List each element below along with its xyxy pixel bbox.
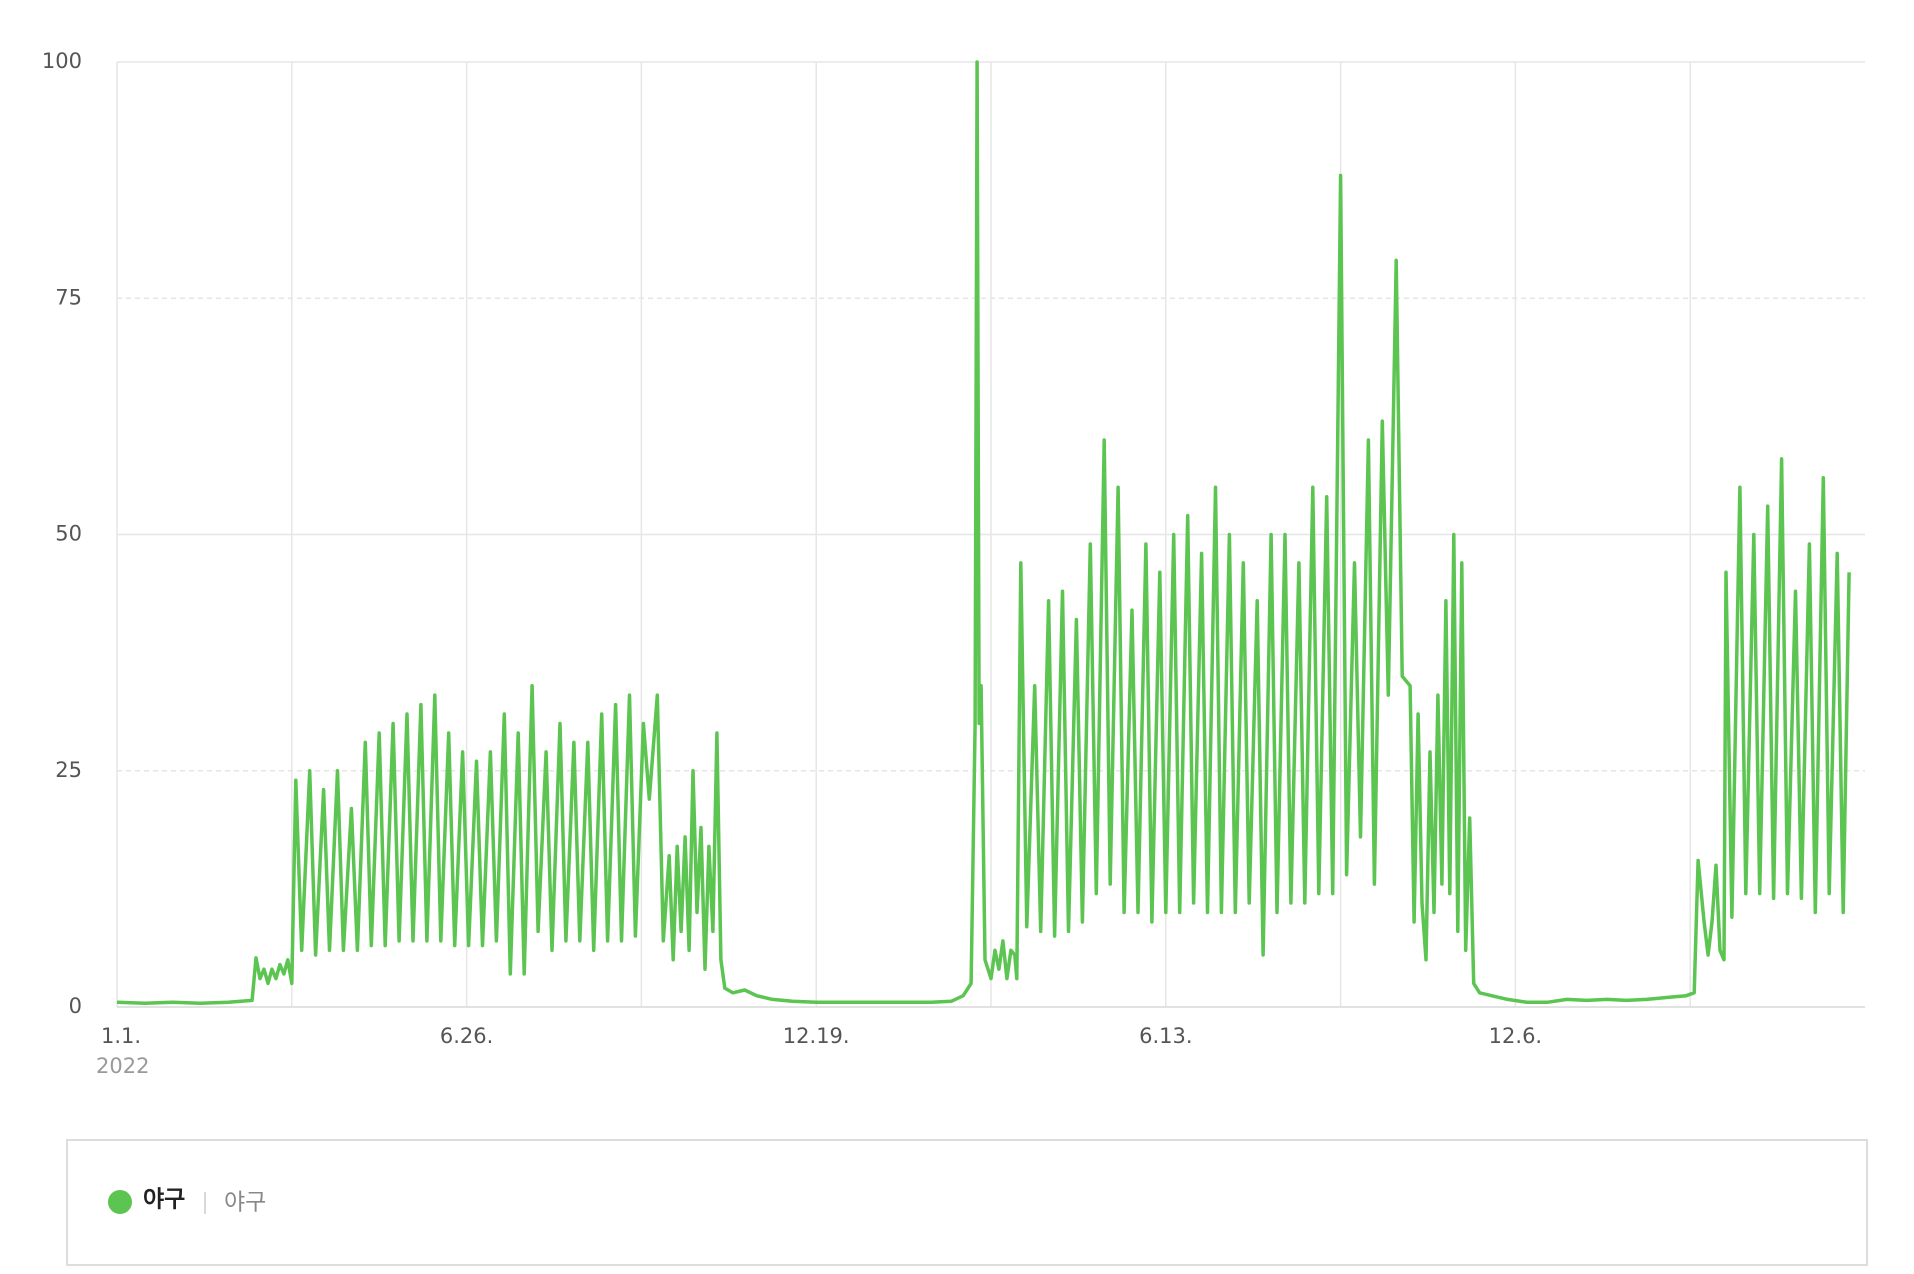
y-tick-label: 75 xyxy=(55,285,82,309)
x-tick-label: 6.13. xyxy=(1139,1024,1192,1048)
y-tick-label: 25 xyxy=(55,758,82,782)
x-tick-label: 1.1. xyxy=(101,1024,141,1048)
series-line xyxy=(116,60,1851,1005)
legend-box xyxy=(66,1139,1868,1266)
x-tick-label: 12.19. xyxy=(783,1024,850,1048)
legend-keyword: 야구 xyxy=(224,1190,266,1216)
x-tick-label: 6.26. xyxy=(440,1024,493,1048)
x-tick-label: 12.6. xyxy=(1489,1024,1542,1048)
y-tick-label: 50 xyxy=(55,522,82,546)
legend-label: 야구 xyxy=(143,1187,185,1213)
y-tick-label: 0 xyxy=(69,994,82,1018)
x-sublabel: 2022 xyxy=(96,1054,149,1078)
y-tick-label: 100 xyxy=(42,49,82,73)
legend-marker xyxy=(108,1190,132,1214)
